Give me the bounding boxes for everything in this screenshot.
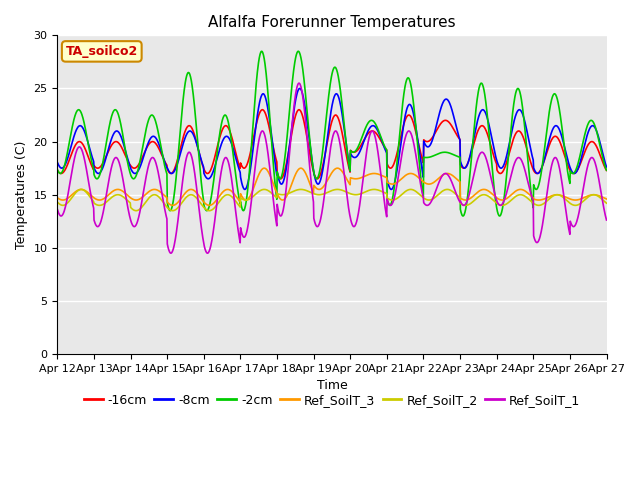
Y-axis label: Temperatures (C): Temperatures (C): [15, 141, 28, 249]
Legend: -16cm, -8cm, -2cm, Ref_SoilT_3, Ref_SoilT_2, Ref_SoilT_1: -16cm, -8cm, -2cm, Ref_SoilT_3, Ref_Soil…: [79, 389, 585, 412]
Text: TA_soilco2: TA_soilco2: [66, 45, 138, 58]
Title: Alfalfa Forerunner Temperatures: Alfalfa Forerunner Temperatures: [208, 15, 456, 30]
X-axis label: Time: Time: [317, 379, 348, 393]
